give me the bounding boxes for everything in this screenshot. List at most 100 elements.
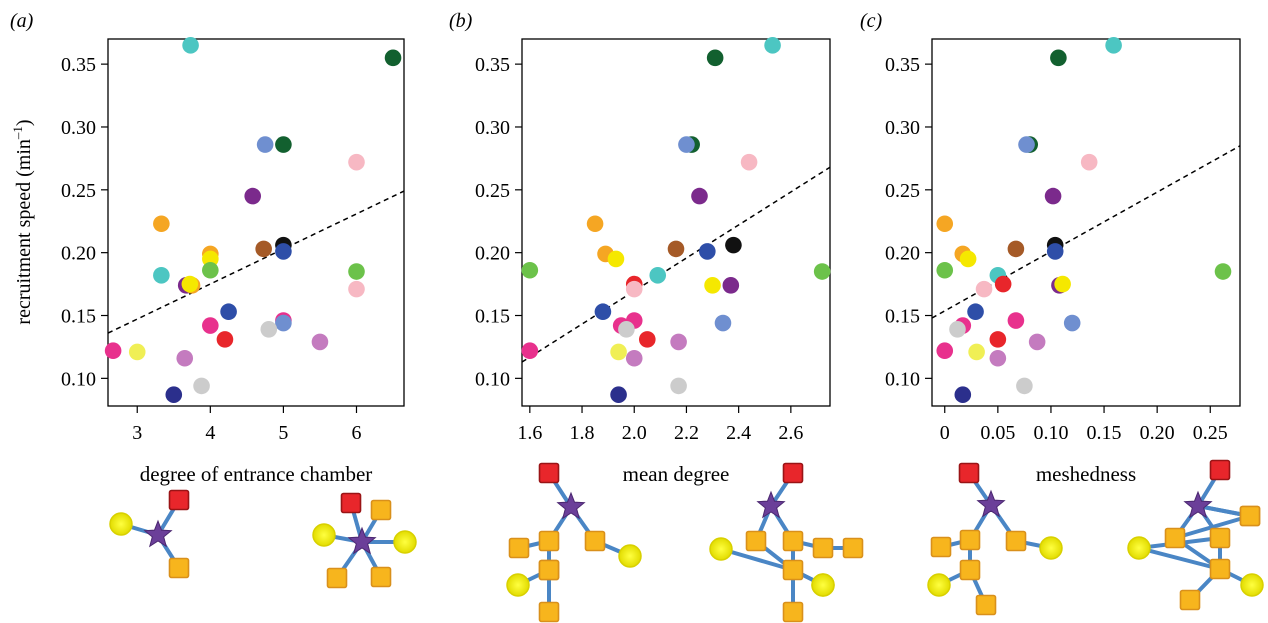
x-tick-label: 1.6 <box>517 422 542 444</box>
chamber-square-icon <box>370 566 392 588</box>
chamber-square-icon <box>930 536 952 558</box>
chamber-square-icon <box>959 559 981 581</box>
data-point <box>384 49 402 67</box>
y-tick-label: 0.10 <box>885 368 920 390</box>
data-point <box>182 36 199 54</box>
data-point <box>521 261 539 279</box>
y-tick-label: 0.35 <box>61 54 96 76</box>
network-diagram-c-low <box>927 462 1063 616</box>
data-point <box>625 349 643 367</box>
chamber-square-icon <box>168 557 190 579</box>
chamber-square-icon <box>1179 589 1201 611</box>
x-tick-label: 0.05 <box>980 422 1015 444</box>
chamber-square-icon <box>1164 527 1186 549</box>
x-tick-label: 2.6 <box>778 422 803 444</box>
data-point <box>202 317 219 334</box>
data-point <box>348 263 365 280</box>
data-point <box>216 331 234 348</box>
trend-line <box>107 190 405 334</box>
data-point <box>706 49 724 67</box>
data-point <box>764 36 781 54</box>
x-tick-label: 0.15 <box>1087 422 1122 444</box>
data-point <box>255 240 272 258</box>
chamber-square-icon <box>812 537 834 559</box>
food-circle-icon <box>393 530 417 554</box>
entrance-square-icon <box>782 462 804 484</box>
data-point <box>936 215 954 233</box>
data-point <box>1214 263 1232 280</box>
star-icon <box>556 491 586 520</box>
entrance-square-icon <box>538 462 560 484</box>
star-icon <box>1183 490 1213 519</box>
panel-label-b: (b) <box>449 10 473 32</box>
data-point <box>348 280 365 298</box>
x-tick-label: 1.8 <box>570 422 595 444</box>
food-circle-icon <box>506 573 530 597</box>
chamber-square-icon <box>538 601 560 623</box>
data-point <box>594 303 612 321</box>
x-tick-label: 2.0 <box>622 422 647 444</box>
data-point <box>954 386 972 403</box>
data-point <box>348 153 365 171</box>
data-point <box>260 321 278 338</box>
data-point <box>967 303 984 321</box>
chamber-square-icon <box>538 559 560 581</box>
data-point <box>153 266 170 284</box>
panel-a: (a) 0.10 0.15 0.20 0.25 0.30 0.35 3 4 5 6 degree … <box>10 10 405 486</box>
network-diagram-b-low <box>506 462 642 623</box>
network-diagram-a-high <box>312 492 417 589</box>
chamber-square-icon <box>1239 505 1261 527</box>
trend-line <box>521 166 831 363</box>
data-point <box>989 331 1007 348</box>
network-diagram-b-high <box>709 462 864 623</box>
data-point <box>586 215 604 233</box>
data-point <box>220 303 237 321</box>
x-tick-label: 4 <box>205 422 215 444</box>
y-tick-label: 0.20 <box>61 243 96 265</box>
y-tick-label: 0.30 <box>885 117 920 139</box>
chamber-square-icon <box>1209 558 1231 580</box>
data-point <box>275 314 292 332</box>
network-diagram-c-high <box>1127 459 1264 611</box>
y-tick-label: 0.15 <box>885 306 920 328</box>
data-point <box>813 263 831 280</box>
x-tick-label: 5 <box>278 422 288 444</box>
data-point <box>1054 275 1071 293</box>
chamber-square-icon <box>782 559 804 581</box>
y-tick-label: 0.30 <box>61 117 96 139</box>
data-point <box>649 266 667 284</box>
y-axis-title: recruitment speed (min–1) <box>10 119 35 324</box>
food-circle-icon <box>1127 536 1151 560</box>
chamber-square-icon <box>538 530 560 552</box>
x-tick-label: 0.25 <box>1193 422 1228 444</box>
data-point <box>193 377 210 395</box>
data-point <box>275 136 292 153</box>
plot-frame-b <box>521 38 831 407</box>
data-point <box>670 377 687 395</box>
chamber-square-icon <box>1209 527 1231 549</box>
x-tick-label: 0.10 <box>1033 422 1068 444</box>
data-point <box>521 342 539 359</box>
data-point <box>1007 240 1025 258</box>
y-tick-label: 0.30 <box>475 117 510 139</box>
star-icon <box>976 489 1006 518</box>
data-marks-b: 0.10 0.15 0.20 0.25 0.30 0.35 1.6 1.8 2.0 2.2 2.4 2… <box>475 36 831 444</box>
y-tick-label: 0.15 <box>475 306 510 328</box>
data-point <box>618 321 635 338</box>
y-tick-label: 0.10 <box>475 368 510 390</box>
data-point <box>722 277 740 294</box>
data-point <box>1063 314 1081 332</box>
x-tick-label: 0.20 <box>1140 422 1175 444</box>
y-tick-label: 0.20 <box>475 243 510 265</box>
star-icon <box>347 526 377 555</box>
entrance-square-icon <box>1209 459 1231 481</box>
data-point <box>244 187 262 205</box>
data-point <box>610 343 627 361</box>
data-marks-c: 0.10 0.15 0.20 0.25 0.30 0.35 0 0.05 0.10 0.15 0.2… <box>885 36 1241 444</box>
y-tick-label: 0.25 <box>885 180 920 202</box>
data-point <box>625 280 643 298</box>
x-axis-title-a: degree of entrance chamber <box>140 462 373 486</box>
data-point <box>936 261 954 279</box>
y-tick-label: 0.20 <box>885 243 920 265</box>
data-point <box>1050 49 1067 67</box>
